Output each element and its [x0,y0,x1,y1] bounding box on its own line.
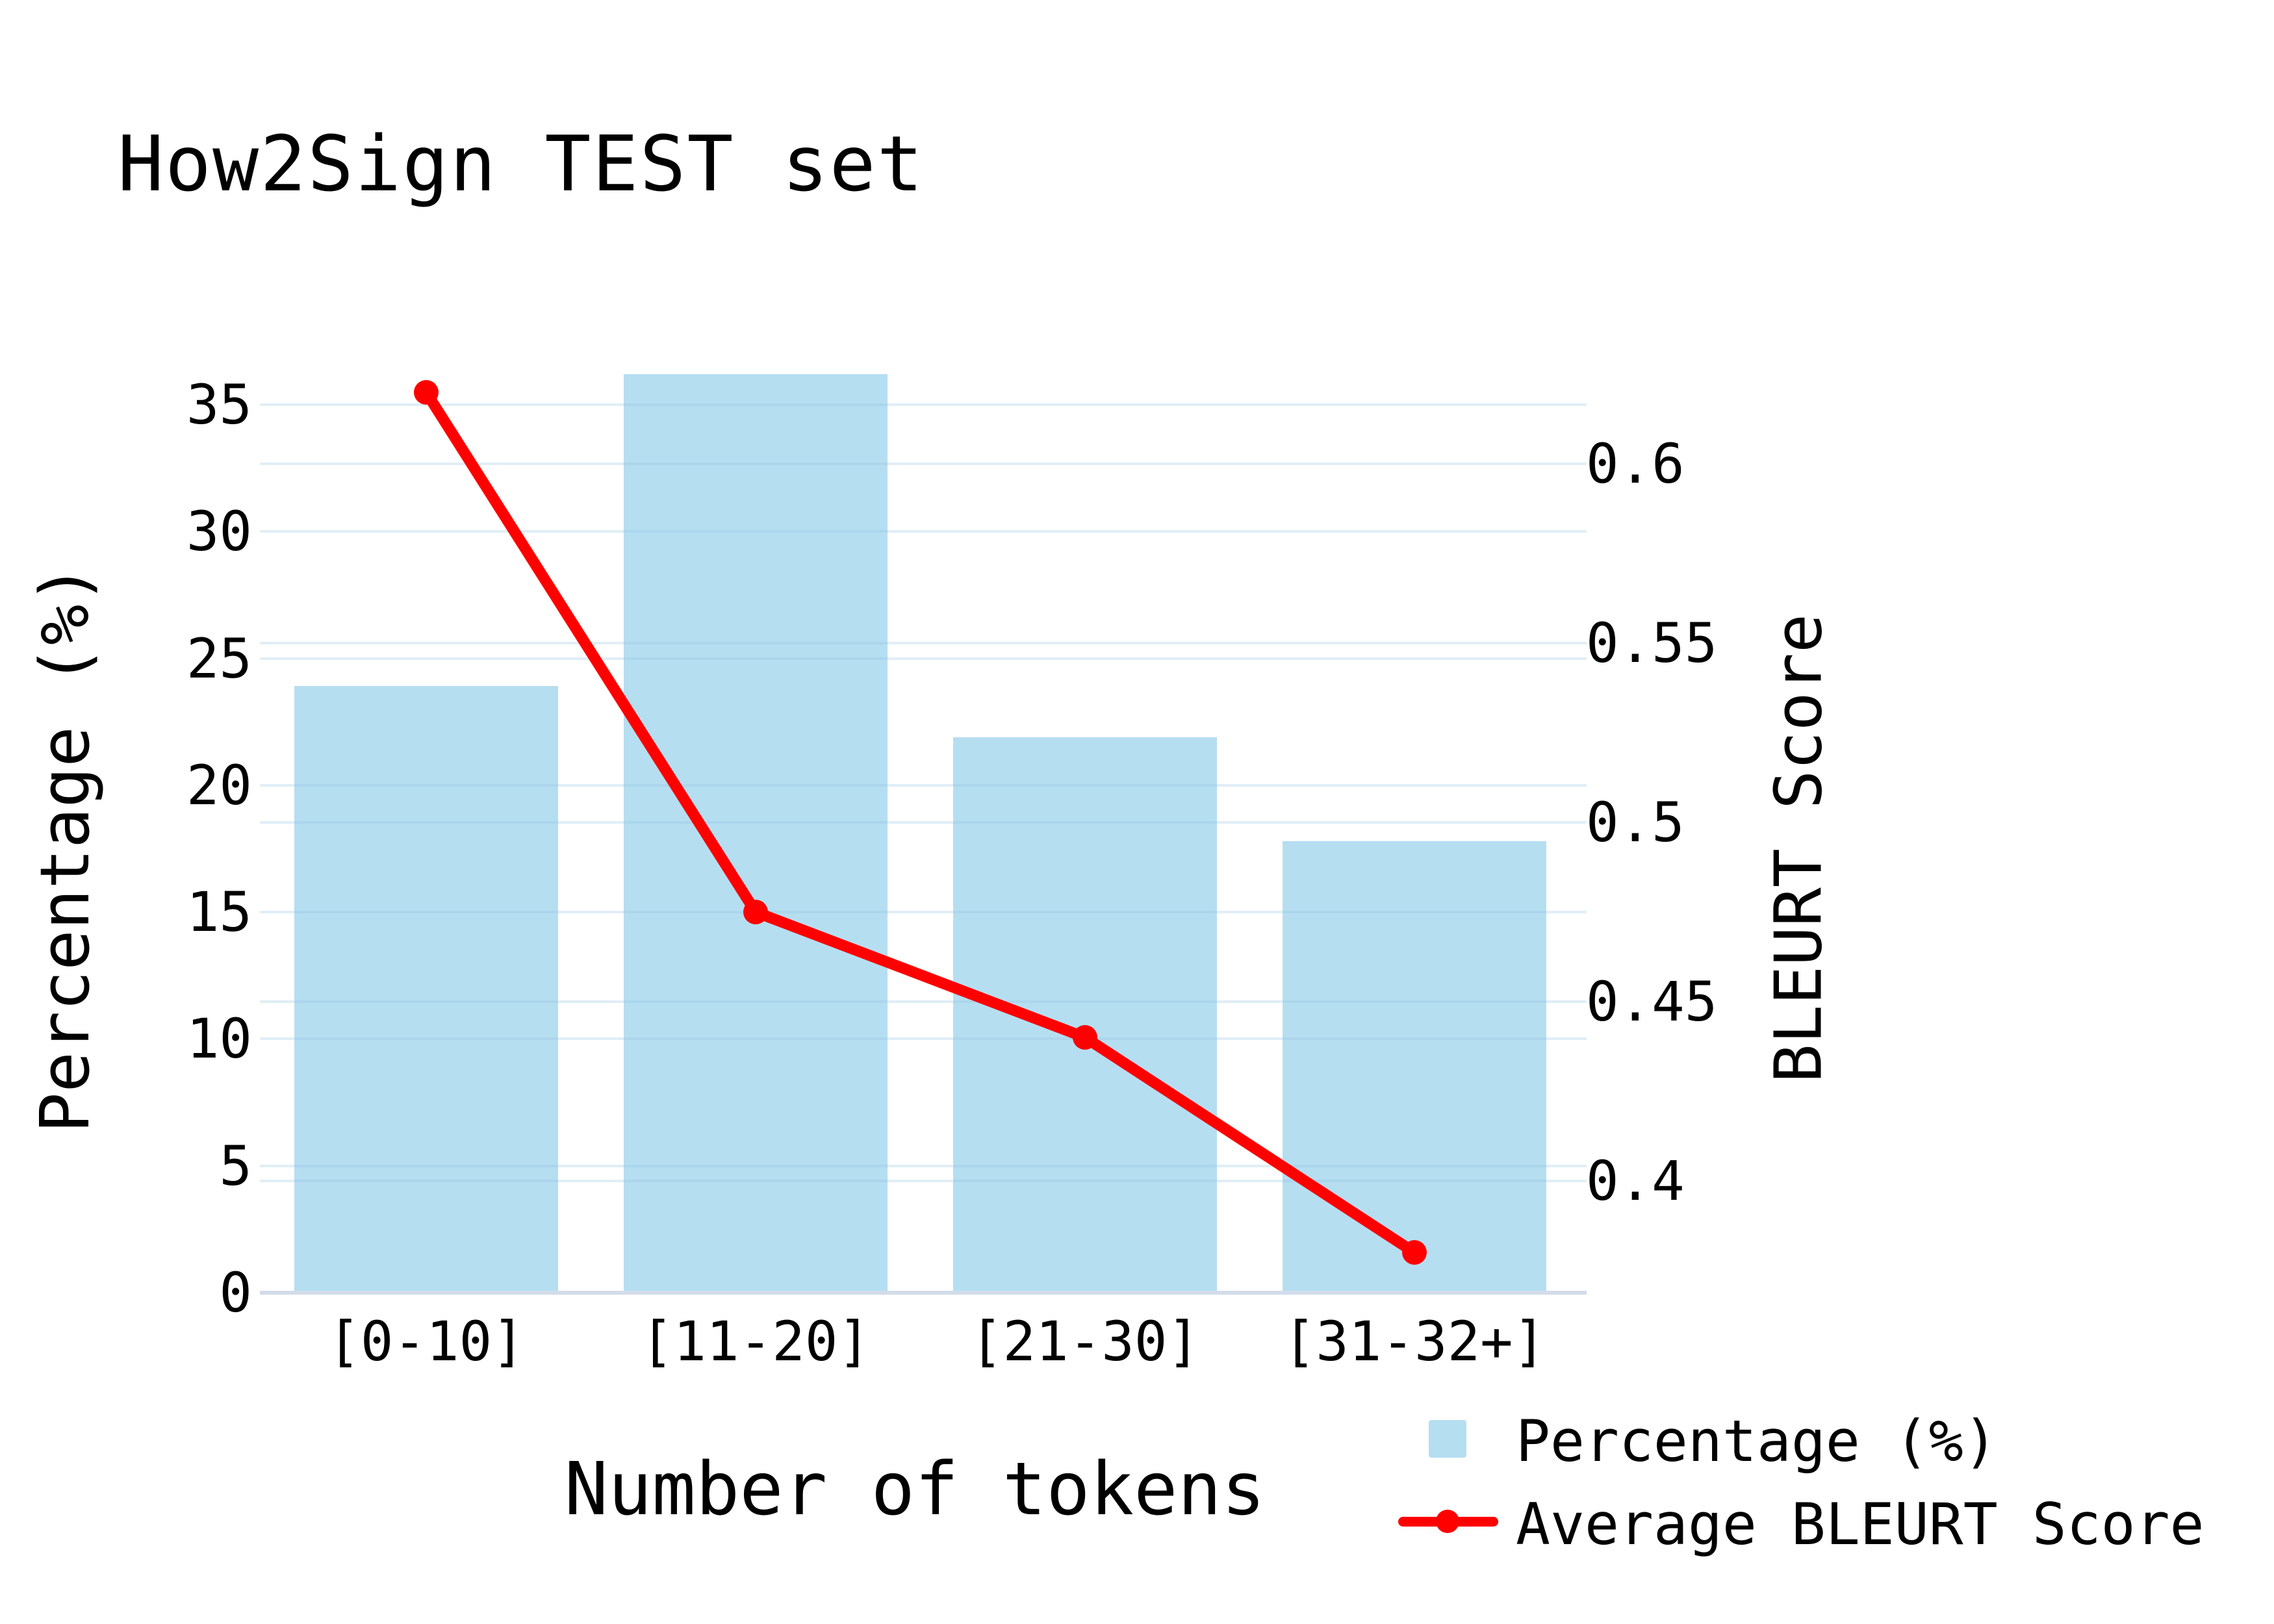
bleurt-point-[0-10] [414,380,439,405]
gridline-right-0.55 [260,642,1587,644]
x-tick-[31-32+]: [31-32+] [1283,1310,1546,1373]
y-tick-left-30: 30 [186,500,252,564]
y-axis-label-right: BLEURT Score [1760,613,1837,1084]
gridline-left-25 [260,657,1587,660]
y-tick-left-15: 15 [186,880,252,945]
bar-[11-20] [624,374,888,1293]
x-axis-line [260,1291,1587,1295]
gridline-right-0.5 [260,821,1587,824]
legend-swatch-percentage [1429,1420,1466,1458]
y-tick-left-20: 20 [186,753,252,817]
y-tick-right-0.4: 0.4 [1586,1149,1685,1213]
x-axis-label: Number of tokens [564,1447,1266,1532]
bleurt-point-[21-30] [1073,1025,1097,1050]
gridline-right-0.45 [260,1000,1587,1003]
chart-title: How2Sign TEST set [118,119,925,209]
gridline-right-0.6 [260,463,1587,465]
y-tick-left-0: 0 [219,1261,252,1325]
y-axis-label-left: Percentage (%) [25,563,105,1134]
gridline-left-35 [260,403,1587,406]
y-tick-left-25: 25 [186,626,252,691]
y-tick-right-0.55: 0.55 [1586,611,1718,675]
legend-label-percentage: Percentage (%) [1516,1407,1998,1475]
y-tick-left-5: 5 [219,1134,252,1198]
x-tick-[0-10]: [0-10] [327,1310,525,1373]
legend-dot-bleurt [1436,1510,1459,1533]
y-tick-right-0.45: 0.45 [1586,970,1718,1034]
y-tick-right-0.6: 0.6 [1586,432,1685,496]
bleurt-point-[31-32+] [1402,1240,1427,1265]
legend-label-bleurt: Average BLEURT Score [1516,1490,2204,1558]
gridline-left-20 [260,783,1587,787]
gridline-left-10 [260,1037,1587,1041]
y-tick-left-10: 10 [186,1007,252,1071]
gridline-left-15 [260,911,1587,914]
bar-[31-32+] [1283,841,1546,1293]
gridline-left-5 [260,1164,1587,1167]
bleurt-point-[11-20] [743,900,768,924]
bar-[0-10] [294,686,558,1293]
gridline-left-30 [260,530,1587,533]
y-tick-right-0.5: 0.5 [1586,791,1685,854]
bleurt-line [420,387,1420,1258]
bar-[21-30] [953,737,1217,1293]
x-tick-[21-30]: [21-30] [969,1310,1200,1373]
gridline-right-0.4 [260,1180,1587,1182]
x-tick-[11-20]: [11-20] [640,1310,871,1373]
y-tick-left-35: 35 [186,372,252,437]
